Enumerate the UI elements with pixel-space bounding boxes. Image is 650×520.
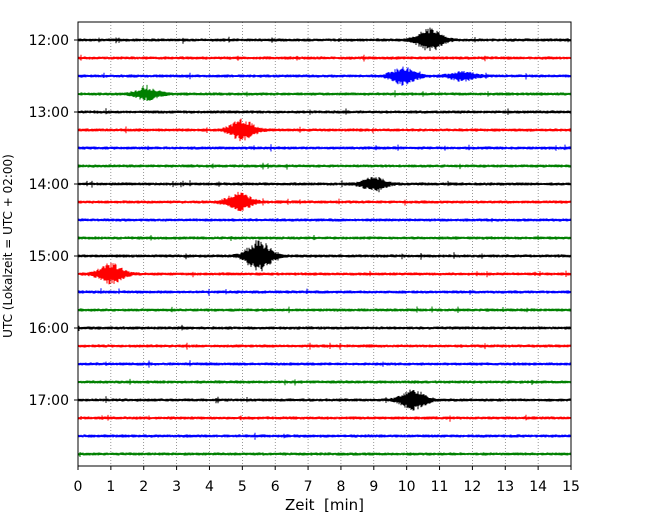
x-tick-label: 13 [496,479,514,495]
y-tick-label: 17:00 [29,393,69,409]
grid-lines [110,22,539,466]
x-tick-label: 0 [74,479,83,495]
y-axis-label: UTC (Lokalzeit = UTC + 02:00) [1,154,15,338]
x-tick-label: 8 [336,479,345,495]
x-tick-label: 15 [562,479,580,495]
y-tick-label: 16:00 [29,321,69,337]
y-tick-label: 15:00 [29,249,69,265]
x-tick-label: 7 [304,479,313,495]
x-axis-label: Zeit [min] [285,496,364,514]
x-tick-label: 1 [106,479,115,495]
x-tick-label: 9 [369,479,378,495]
x-tick-label: 2 [139,479,148,495]
x-tick-label: 3 [172,479,181,495]
trace-group [77,27,572,457]
y-tick-label: 13:00 [29,105,69,121]
y-tick-label: 12:00 [29,33,69,49]
x-tick-label: 12 [463,479,481,495]
x-tick-label: 11 [431,479,449,495]
x-tick-label: 14 [529,479,547,495]
x-tick-label: 5 [238,479,247,495]
x-tick-label: 4 [205,479,214,495]
plot-frame [77,21,572,467]
x-tick-label: 6 [271,479,280,495]
y-tick-label: 14:00 [29,177,69,193]
x-tick-label: 10 [398,479,416,495]
x-axis: 0 1 2 3 4 5 6 7 8 9 10 11 12 13 14 15 [74,466,580,495]
y-axis: 12:00 13:00 14:00 15:00 16:00 17:00 [29,33,78,409]
